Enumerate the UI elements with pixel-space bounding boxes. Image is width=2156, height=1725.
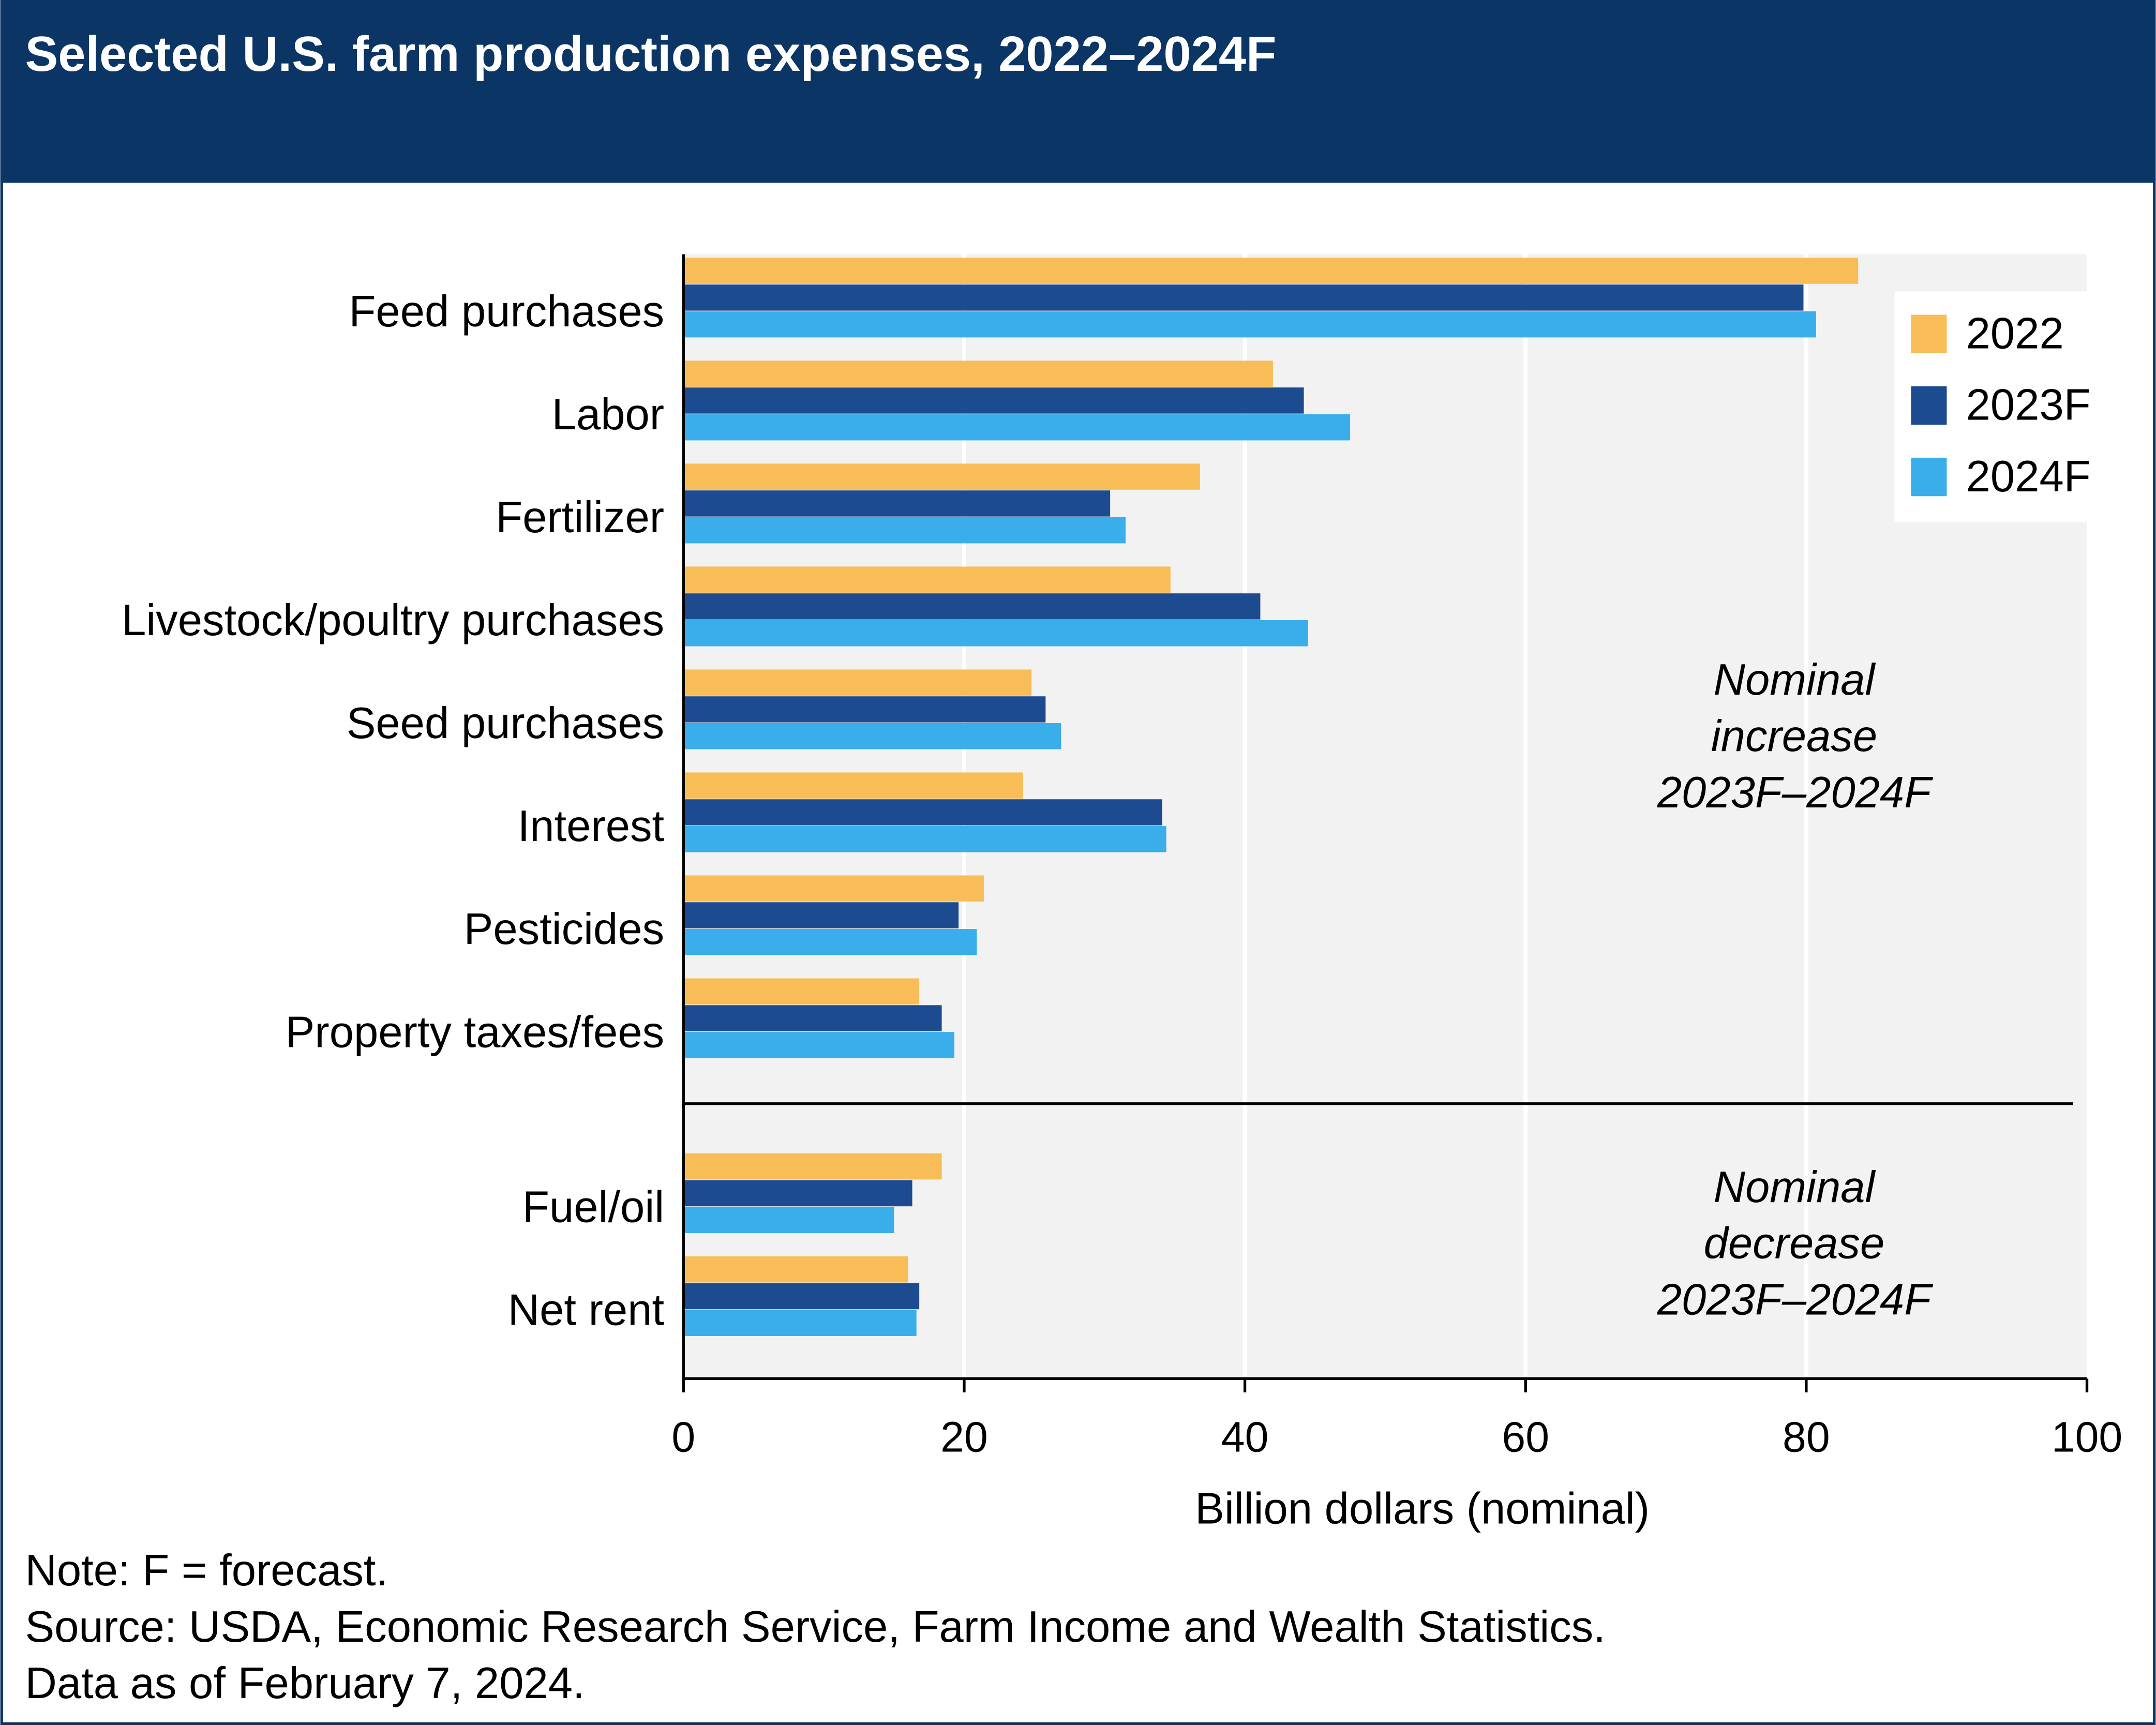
bar [683, 978, 920, 1005]
x-tick-label: 80 [1783, 1414, 1830, 1461]
bar [683, 593, 1261, 620]
x-axis-label: Billion dollars (nominal) [1195, 1484, 1650, 1534]
bar [683, 902, 959, 928]
legend-swatch [1911, 314, 1947, 353]
annotation: Nominal [1714, 655, 1876, 704]
bar [683, 1032, 954, 1058]
bar [683, 875, 984, 902]
y-tick-label: Labor [552, 390, 664, 439]
bar [683, 463, 1200, 490]
legend-label: 2024F [1966, 452, 2091, 501]
y-tick-label: Feed purchases [349, 287, 664, 336]
x-tick-label: 20 [940, 1414, 988, 1461]
bar [683, 1283, 920, 1310]
bar [683, 566, 1171, 593]
bar [683, 826, 1166, 852]
bar [683, 723, 1061, 749]
y-tick-label: Seed purchases [347, 699, 664, 748]
bar [683, 1005, 942, 1031]
bar [683, 669, 1032, 696]
bar [683, 929, 977, 955]
bar [683, 1153, 942, 1180]
bar [683, 620, 1308, 647]
y-tick-label: Pesticides [464, 905, 664, 954]
y-tick-label: Interest [518, 802, 665, 851]
legend-label: 2023F [1966, 381, 2091, 430]
y-tick-label: Property taxes/fees [286, 1008, 664, 1057]
bar [683, 361, 1273, 387]
bar [683, 1207, 894, 1234]
legend-label: 2022 [1966, 309, 2064, 358]
bar [683, 799, 1162, 826]
bar [683, 258, 1859, 284]
x-tick-label: 0 [671, 1414, 695, 1461]
annotation: decrease [1704, 1219, 1885, 1268]
bar [683, 517, 1126, 544]
title-band [0, 0, 2156, 183]
annotation: increase [1711, 712, 1877, 761]
bar [683, 1310, 917, 1337]
bar [683, 490, 1111, 517]
annotation: 2023F–2024F [1657, 768, 1933, 817]
y-tick-label: Fertilizer [496, 493, 664, 542]
note: Data as of February 7, 2024. [25, 1659, 585, 1708]
bar [683, 772, 1023, 799]
y-tick-label: Livestock/poultry purchases [122, 596, 664, 645]
chart-title: Selected U.S. farm production expenses, … [25, 26, 1276, 82]
bar [683, 387, 1304, 414]
y-tick-label: Net rent [508, 1286, 664, 1335]
x-tick-label: 40 [1221, 1414, 1269, 1461]
bar [683, 1180, 912, 1207]
bar [683, 696, 1046, 723]
legend-swatch [1911, 457, 1947, 497]
bar [683, 414, 1351, 441]
x-tick-label: 100 [2052, 1414, 2122, 1461]
annotation: Nominal [1714, 1163, 1876, 1212]
bar [683, 1256, 908, 1283]
note: Source: USDA, Economic Research Service,… [25, 1602, 1605, 1652]
bar [683, 284, 1804, 311]
bar [683, 311, 1816, 338]
annotation: 2023F–2024F [1657, 1276, 1933, 1325]
note: Note: F = forecast. [25, 1546, 388, 1595]
x-tick-label: 60 [1502, 1414, 1549, 1461]
legend-swatch [1911, 386, 1947, 425]
y-tick-label: Fuel/oil [522, 1183, 664, 1232]
